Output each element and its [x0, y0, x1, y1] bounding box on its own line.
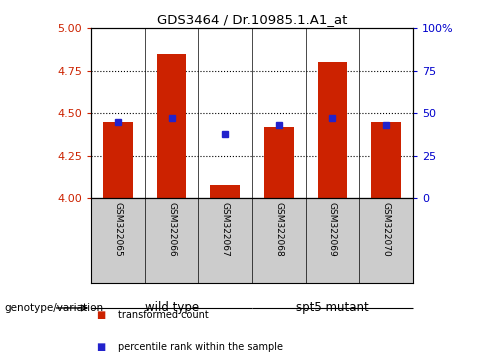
Text: GSM322065: GSM322065: [113, 202, 122, 257]
Bar: [371, 122, 401, 198]
Text: transformed count: transformed count: [118, 310, 208, 320]
Text: genotype/variation: genotype/variation: [5, 303, 104, 313]
Text: percentile rank within the sample: percentile rank within the sample: [118, 342, 283, 352]
Bar: [318, 62, 347, 198]
Bar: [103, 122, 133, 198]
Text: GSM322066: GSM322066: [167, 202, 176, 257]
Text: GSM322068: GSM322068: [274, 202, 283, 257]
Bar: [264, 127, 294, 198]
Bar: [210, 185, 240, 198]
Text: GSM322070: GSM322070: [382, 202, 391, 257]
Text: ■: ■: [96, 310, 105, 320]
Text: ■: ■: [96, 342, 105, 352]
Text: wild type: wild type: [144, 302, 199, 314]
Text: GSM322069: GSM322069: [328, 202, 337, 257]
Title: GDS3464 / Dr.10985.1.A1_at: GDS3464 / Dr.10985.1.A1_at: [157, 13, 347, 26]
Text: GSM322067: GSM322067: [221, 202, 230, 257]
Bar: [157, 54, 186, 198]
Text: spt5 mutant: spt5 mutant: [296, 302, 369, 314]
